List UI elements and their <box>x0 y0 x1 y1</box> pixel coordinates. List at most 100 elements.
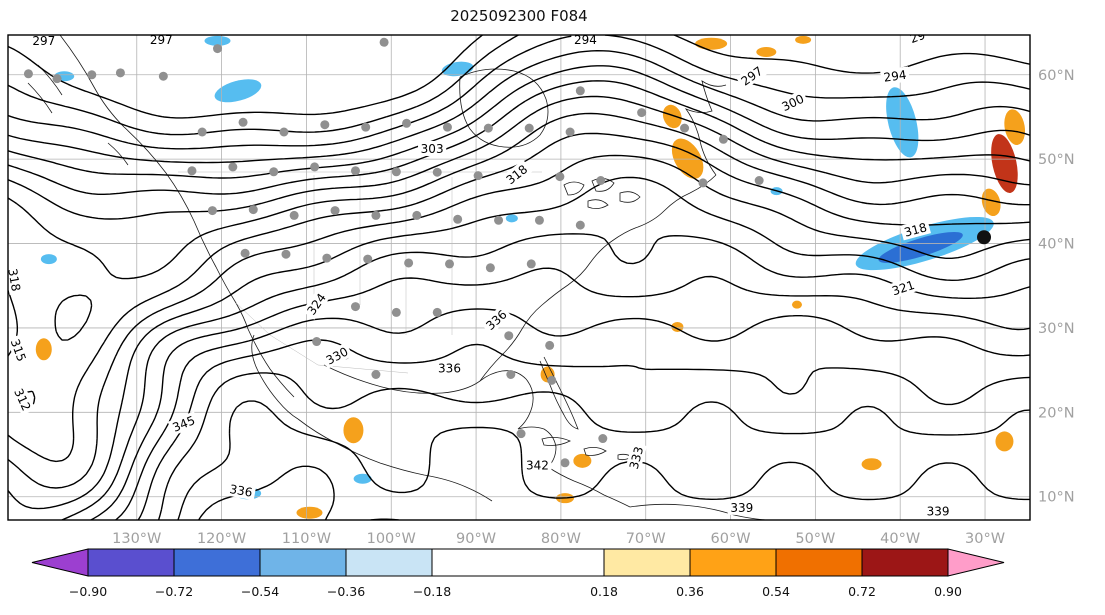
colorbar-tick-label: 0.36 <box>676 584 704 599</box>
contour-line-294 <box>8 35 483 119</box>
lat-tick-label: 20°N <box>1038 405 1075 421</box>
anomaly-shading <box>573 453 592 468</box>
station-dot <box>445 259 455 269</box>
highlight-dot <box>977 230 992 245</box>
contour-label: 339 <box>927 504 950 518</box>
contour-line-303 <box>8 50 1030 164</box>
coastline <box>459 68 549 148</box>
station-dot <box>504 331 514 341</box>
contour-label: 339 <box>730 501 753 515</box>
station-dot <box>680 123 690 133</box>
anomaly-shading <box>343 417 364 444</box>
colorbar-arrow-right <box>947 548 1005 577</box>
colorbar-segment <box>87 548 175 577</box>
lon-tick-label: 70°W <box>626 531 666 547</box>
contour-line-312 <box>8 95 1030 220</box>
contour-label: 294 <box>574 33 597 47</box>
station-dot <box>506 370 516 379</box>
contour-label-group: 339 <box>727 499 756 515</box>
station-dot <box>197 127 207 137</box>
station-dot <box>754 176 764 185</box>
lon-tick-label: 120°W <box>197 531 246 547</box>
lat-tick-label: 60°N <box>1038 68 1075 84</box>
contour-label: 342 <box>526 459 549 473</box>
station-dot <box>322 253 332 263</box>
station-dot <box>453 214 463 224</box>
colorbar-tick-label: 0.18 <box>590 584 618 599</box>
colorbar-tick-label: 0.54 <box>762 584 790 599</box>
contour-line-330 <box>90 267 1030 520</box>
station-dot <box>485 263 495 273</box>
colorbar-arrow-left <box>31 548 89 577</box>
station-dot <box>52 74 62 84</box>
station-dot <box>565 127 575 137</box>
station-dot <box>494 215 504 225</box>
anomaly-shading <box>791 300 802 309</box>
contour-label: 336 <box>229 482 254 500</box>
contour-label: 321 <box>890 278 916 298</box>
station-dot <box>391 307 401 317</box>
lon-tick-label: 50°W <box>795 531 835 547</box>
station-dot <box>560 458 570 468</box>
colorbar-tick-label: −0.36 <box>327 584 365 599</box>
colorbar-segment <box>689 548 777 577</box>
coastline <box>107 142 129 166</box>
station-dot <box>391 167 401 177</box>
station-dot <box>575 220 585 230</box>
station-dot <box>350 166 360 176</box>
contour-label-group: 336 <box>225 480 257 501</box>
contour-label-group: 339 <box>923 503 953 519</box>
coastline <box>479 174 717 382</box>
station-dot <box>402 118 412 128</box>
contour-label: 315 <box>8 337 29 363</box>
station-dot <box>547 375 557 385</box>
anomaly-shading <box>878 231 963 263</box>
anomaly-shading <box>353 473 372 484</box>
colorbar-segment <box>775 548 863 577</box>
contour-line-342 <box>177 400 1030 520</box>
coastline <box>59 35 249 330</box>
anomaly-shading <box>991 134 1018 193</box>
colorbar: −0.90 −0.72 −0.54 −0.36 −0.18 0.18 0.36 0.54 0.7… <box>31 548 1005 599</box>
contour-label-group: 342 <box>523 457 552 473</box>
map-area: 297 297 294 2929429730030331831831531232131… <box>8 28 1030 520</box>
station-dot <box>596 176 606 185</box>
contour-label-group: 294 <box>571 33 600 47</box>
station-dot <box>473 171 483 181</box>
contour-line-339 <box>157 372 1030 520</box>
station-dot <box>279 127 289 137</box>
contour-label-group: 333 <box>625 442 647 474</box>
station-dot <box>555 172 565 182</box>
contour-label: 29 <box>908 28 927 46</box>
anomaly-shading <box>1004 109 1026 145</box>
colorbar-segment <box>173 548 261 577</box>
colorbar-tick-label: −0.54 <box>241 584 279 599</box>
contour-label-group: 318 <box>899 218 931 241</box>
colorbar-tick-label: −0.72 <box>155 584 193 599</box>
colorbar-segment <box>861 548 949 577</box>
coastline <box>323 364 534 430</box>
station-dot <box>320 120 330 130</box>
lon-tick-label: 110°W <box>282 531 331 547</box>
contour-label-group: 297 <box>147 35 176 47</box>
station-dot <box>598 434 608 444</box>
station-dot <box>23 69 33 79</box>
colorbar-segment <box>259 548 347 577</box>
colorbar-segment <box>345 548 433 577</box>
anomaly-shading <box>204 35 231 46</box>
station-dot <box>379 37 389 47</box>
contour-line-324 <box>8 176 1030 510</box>
station-dot <box>312 337 322 347</box>
contour-line-306 <box>8 65 1030 179</box>
station-dot <box>289 210 299 220</box>
station-dot <box>432 307 442 317</box>
contour-label-group: 29 <box>905 28 930 48</box>
station-dot <box>350 302 360 312</box>
anomaly-shading <box>995 431 1014 452</box>
station-dot <box>310 162 320 172</box>
anomaly-shading <box>671 321 684 332</box>
lat-tick-label: 10°N <box>1038 490 1075 506</box>
colorbar-segment <box>431 548 605 577</box>
station-dot <box>207 206 217 216</box>
